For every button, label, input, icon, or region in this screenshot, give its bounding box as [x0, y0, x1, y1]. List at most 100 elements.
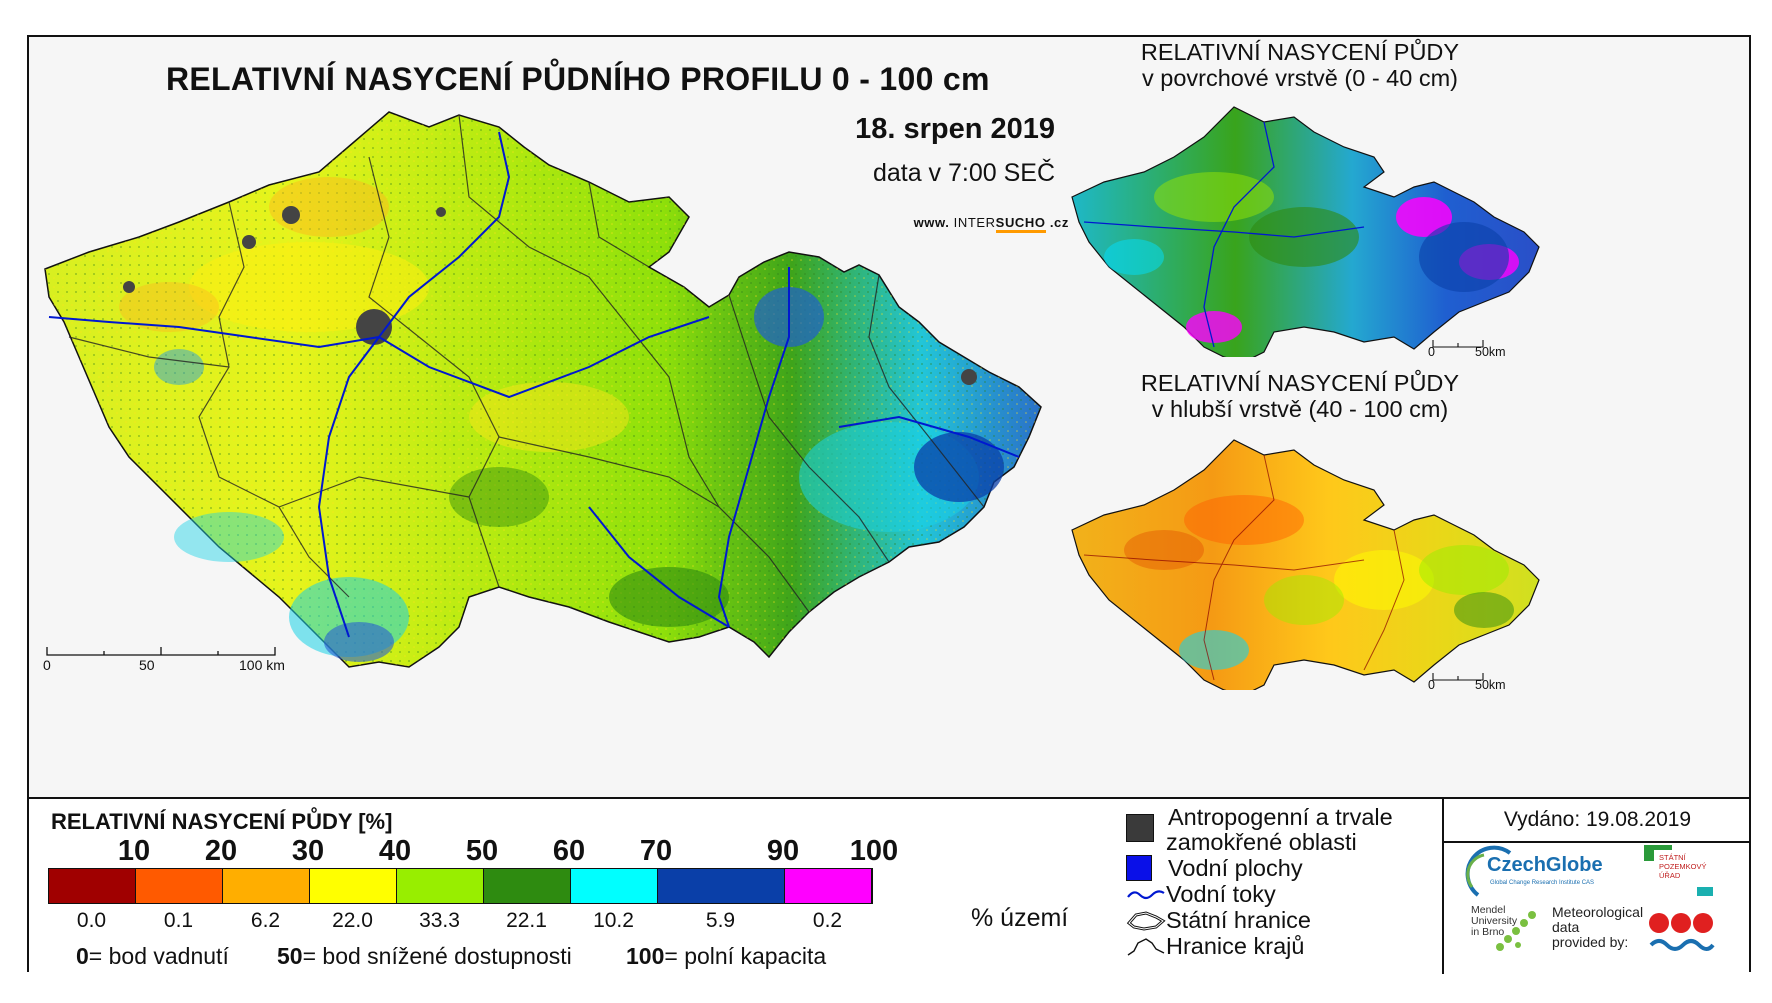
- legend-swatch-4: [397, 869, 484, 903]
- region-border-label: Hranice krajů: [1166, 933, 1305, 959]
- inset-top-map: [1071, 106, 1540, 357]
- inset-top-title-line1: RELATIVNÍ NASYCENÍ PŮDY: [1140, 39, 1460, 65]
- czechglobe-logo: [1465, 845, 1512, 897]
- intersucho-web-address: www. INTERSUCHO .cz: [829, 215, 1069, 233]
- legend-swatch-0: [49, 869, 136, 903]
- legend-def-50: 50= bod snížené dostupnosti: [277, 943, 572, 970]
- legend-percent-6: 10.2: [593, 909, 634, 932]
- mendel-line1: Mendel: [1471, 904, 1506, 916]
- legend-tick-100: 100: [849, 835, 899, 867]
- inset-bottom-title: RELATIVNÍ NASYCENÍ PŮDY v hlubší vrstvě …: [1080, 370, 1520, 422]
- chmu-logo: [1649, 913, 1715, 951]
- main-scale-0: 0: [43, 657, 51, 673]
- figure-frame: RELATIVNÍ NASYCENÍ PŮDNÍHO PROFILU 0 - 1…: [27, 35, 1751, 974]
- main-map-time: data v 7:00 SEČ: [872, 159, 1055, 187]
- czechglobe-wordmark: CzechGlobe: [1487, 854, 1603, 876]
- inset-top-title-line2: v povrchové vrstvě (0 - 40 cm): [1141, 65, 1459, 91]
- main-map-texture: [45, 112, 1041, 667]
- mendel-text: Mendel University in Brno: [1471, 905, 1517, 938]
- met-line3: provided by:: [1552, 934, 1629, 950]
- state-border-label: Státní hranice: [1166, 907, 1312, 933]
- inset-bottom-red-streams: [1083, 454, 1405, 681]
- main-scale-100: 100 km: [239, 657, 285, 673]
- main-scale-50: 50: [139, 657, 155, 673]
- legend-swatch-1: [136, 869, 223, 903]
- region-border-icon: [1127, 938, 1165, 956]
- rivers-label: Vodní toky: [1166, 881, 1276, 907]
- inset-bottom-country-fill: [1071, 439, 1540, 690]
- web-suffix: .cz: [1049, 215, 1069, 230]
- met-line2: data: [1552, 919, 1580, 935]
- symbol-region-border: Hranice krajů: [1126, 933, 1393, 959]
- met-line1: Meteorological: [1552, 904, 1644, 920]
- legend-tick-40: 40: [378, 835, 412, 867]
- inset-bottom-scale-50: 50km: [1475, 678, 1506, 692]
- legend-percent-unit: % území: [971, 904, 1069, 932]
- inset-top-texture: [1104, 172, 1519, 343]
- legend-tick-30: 30: [291, 835, 325, 867]
- symbol-rivers: Vodní toky: [1126, 881, 1393, 907]
- legend-swatch-2: [223, 869, 310, 903]
- spu-text: STÁTNÍ POZEMKOVÝ ÚŘAD: [1659, 853, 1707, 880]
- legend-tick-20: 20: [204, 835, 238, 867]
- river-line-icon: [1127, 890, 1165, 900]
- legend-percent-4: 33.3: [419, 909, 460, 932]
- legend-swatch-8: [785, 869, 872, 903]
- legend-color-bar: [48, 868, 873, 904]
- web-inter: INTER: [953, 215, 996, 230]
- mendel-line2: University: [1471, 915, 1518, 927]
- web-sucho: SUCHO: [995, 215, 1046, 233]
- symbol-state-border: Státní hranice: [1126, 907, 1393, 933]
- main-map-rivers: [48, 131, 1020, 638]
- legend-tick-10: 10: [117, 835, 151, 867]
- symbol-legend: Antropogenní a trvale zamokřené oblasti …: [1126, 804, 1393, 959]
- legend-percent-3: 22.0: [332, 909, 373, 932]
- legend-panel: RELATIVNÍ NASYCENÍ PŮDY [%] 10 20 30 40 …: [29, 797, 1751, 974]
- legend-def-100: 100= polní kapacita: [626, 943, 826, 970]
- main-map-title: RELATIVNÍ NASYCENÍ PŮDNÍHO PROFILU 0 - 1…: [166, 61, 990, 97]
- symbol-water-bodies: Vodní plochy: [1126, 855, 1393, 881]
- legend-def-100-text: = polní kapacita: [664, 943, 827, 969]
- logos-area: CzechGlobe Global Change Research Instit…: [1444, 841, 1751, 974]
- spu-teal-mark: [1697, 887, 1713, 896]
- inset-top-scale-bar: [1432, 340, 1484, 348]
- anthropogenic-label-line2: zamokřené oblasti: [1166, 829, 1357, 855]
- water-bodies-label: Vodní plochy: [1168, 855, 1303, 881]
- inset-top-scale-0: 0: [1428, 345, 1435, 359]
- inset-bottom-title-line2: v hlubší vrstvě (40 - 100 cm): [1151, 396, 1449, 422]
- inset-bottom-scale-bar: [1432, 673, 1484, 681]
- web-prefix: www.: [913, 215, 950, 230]
- anthropogenic-label-line1: Antropogenní a trvale: [1168, 804, 1393, 830]
- legend-tick-60: 60: [552, 835, 586, 867]
- spu-line1: STÁTNÍ: [1659, 853, 1686, 862]
- legend-tick-90: 90: [766, 835, 800, 867]
- mendel-logo-dots: [1496, 911, 1536, 951]
- legend-def-0-num: 0: [76, 943, 89, 969]
- anthropogenic-swatch: [1126, 814, 1154, 842]
- main-map-date: 18. srpen 2019: [855, 113, 1055, 145]
- inset-top-title: RELATIVNÍ NASYCENÍ PŮDY v povrchové vrst…: [1080, 39, 1520, 91]
- legend-percent-2: 6.2: [250, 909, 281, 932]
- spu-line3: ÚŘAD: [1659, 871, 1681, 880]
- legend-def-0-text: = bod vadnutí: [88, 943, 229, 969]
- met-data-text: Meteorological data provided by:: [1552, 905, 1643, 950]
- state-border-icon: [1126, 911, 1166, 931]
- legend-title: RELATIVNÍ NASYCENÍ PŮDY [%]: [51, 809, 393, 834]
- legend-percent-8: 0.2: [812, 909, 843, 932]
- inset-top-rivers: [1083, 121, 1365, 348]
- inset-bottom-scale-0: 0: [1428, 678, 1435, 692]
- legend-def-50-text: = bod snížené dostupnosti: [302, 943, 572, 969]
- water-body-swatch: [1126, 855, 1152, 881]
- legend-def-50-num: 50: [277, 943, 303, 969]
- symbol-anthropogenic-line2: zamokřené oblasti: [1126, 829, 1393, 855]
- mendel-line3: in Brno: [1471, 926, 1505, 938]
- inset-bottom-map: [1071, 439, 1540, 690]
- issued-and-logos: Vydáno: 19.08.2019 CzechGlobe Global Cha…: [1442, 799, 1751, 974]
- inset-bottom-title-line1: RELATIVNÍ NASYCENÍ PŮDY: [1140, 370, 1460, 396]
- legend-swatch-3: [310, 869, 397, 903]
- map-area: RELATIVNÍ NASYCENÍ PŮDNÍHO PROFILU 0 - 1…: [29, 37, 1749, 797]
- inset-top-scale-50: 50km: [1475, 345, 1506, 359]
- main-map-region-borders: [68, 114, 985, 613]
- legend-percent-1: 0.1: [163, 909, 194, 932]
- spu-line2: POZEMKOVÝ: [1659, 862, 1707, 871]
